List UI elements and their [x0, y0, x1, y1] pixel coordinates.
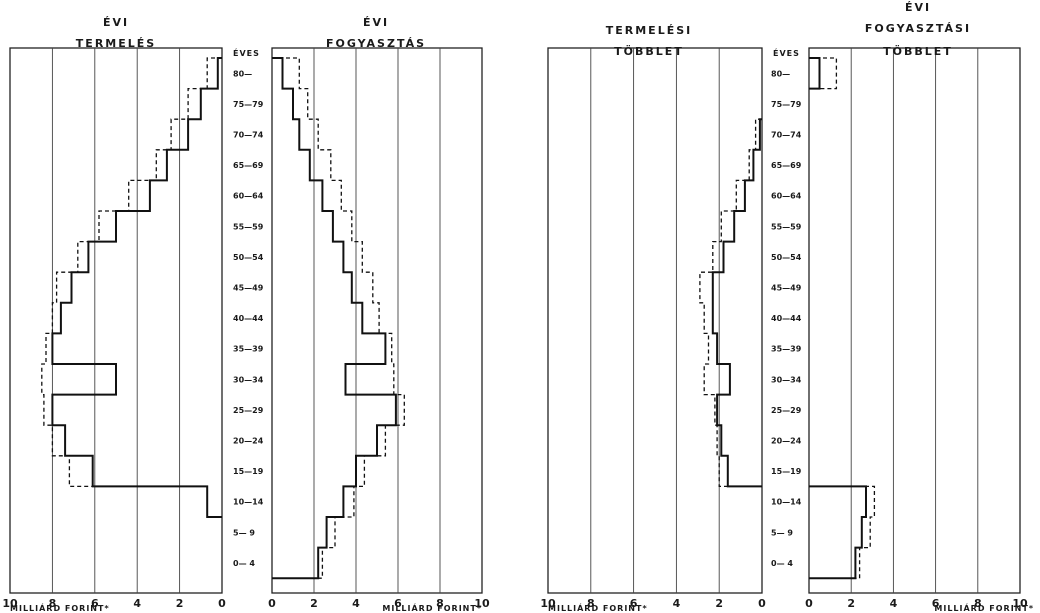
panel-title: TÖBBLET	[883, 44, 953, 58]
grid-layer	[9, 47, 1021, 594]
x-tick-label: 6	[932, 597, 940, 610]
x-tick-label: 2	[847, 597, 855, 610]
age-group-label: 5— 9	[771, 528, 793, 537]
panel-frame	[547, 47, 763, 594]
age-group-label: 45—49	[233, 284, 264, 293]
age-group-label: 0— 4	[771, 559, 793, 568]
x-tick-label: 0	[758, 597, 766, 610]
x-tick-label: 2	[715, 597, 723, 610]
panel-title: ÉVI	[363, 16, 389, 29]
panel-title: TERMELÉSI	[606, 24, 693, 37]
age-group-label: 10—14	[233, 498, 264, 507]
solid-series-line	[711, 118, 762, 488]
age-group-label: 30—34	[233, 375, 264, 384]
x-tick-label: 8	[49, 597, 57, 610]
panel-title: FOGYASZTÁSI	[865, 22, 971, 35]
x-tick-label: 10	[1012, 597, 1028, 610]
x-tick-label: 0	[218, 597, 226, 610]
age-group-label: 50—54	[233, 253, 264, 262]
age-group-label: 40—44	[771, 314, 802, 323]
x-axis-label: MILLIÁRD FORINT*	[382, 602, 482, 613]
age-group-label: 45—49	[771, 284, 802, 293]
x-tick-label: 10	[540, 597, 556, 610]
age-group-label: 10—14	[771, 498, 802, 507]
age-group-label: 20—24	[233, 437, 264, 446]
x-tick-label: 2	[176, 597, 184, 610]
age-group-label: 35—39	[771, 345, 802, 354]
age-group-label: 55—59	[771, 222, 802, 231]
age-group-label: 65—69	[771, 161, 802, 170]
age-group-label: 80—	[771, 69, 790, 78]
age-group-label: 40—44	[233, 314, 264, 323]
dashed-series-line	[41, 57, 222, 518]
x-tick-label: 4	[673, 597, 681, 610]
panel-frame	[808, 47, 1021, 594]
x-tick-label: 0	[268, 597, 276, 610]
x-tick-label: 2	[310, 597, 318, 610]
x-tick-label: 6	[91, 597, 99, 610]
panel-title: TERMELÉS	[76, 37, 156, 50]
age-group-label: 65—69	[233, 161, 264, 170]
step-series-layer	[41, 57, 876, 580]
age-group-label: 15—19	[233, 467, 264, 476]
x-axis-label: MILLIÁRD FORINT*	[934, 602, 1034, 613]
age-group-label: 25—29	[771, 406, 802, 415]
age-group-label: 0— 4	[233, 559, 255, 568]
x-tick-label: 0	[805, 597, 813, 610]
x-tick-label: 4	[133, 597, 141, 610]
x-tick-label: 6	[630, 597, 638, 610]
dashed-series-line	[699, 118, 762, 488]
age-group-label: 75—79	[233, 100, 264, 109]
x-axis-label: MILLIÁRD FORINT*	[10, 602, 110, 613]
panel-frame	[9, 47, 223, 594]
panel-frame	[271, 47, 483, 594]
age-group-label: 30—34	[771, 375, 802, 384]
age-group-label: 20—24	[771, 437, 802, 446]
age-group-label: 60—64	[233, 192, 264, 201]
x-tick-label: 4	[890, 597, 898, 610]
solid-series-line	[272, 57, 397, 580]
age-axis-header: ÉVES	[233, 47, 260, 58]
age-group-label: 70—74	[771, 131, 802, 140]
age-group-label: 70—74	[233, 131, 264, 140]
panel-title: ÉVI	[103, 16, 129, 29]
solid-series-line	[51, 57, 222, 518]
x-axis-label: MILLIÁRD FORINT*	[548, 602, 648, 613]
panel-title: ÉVI	[905, 1, 931, 14]
age-group-label: 50—54	[771, 253, 802, 262]
solid-series-line	[809, 57, 867, 580]
age-group-label: 35—39	[233, 345, 264, 354]
x-tick-label: 10	[474, 597, 490, 610]
age-group-label: 55—59	[233, 222, 264, 231]
x-tick-label: 8	[587, 597, 595, 610]
age-group-label: 60—64	[771, 192, 802, 201]
dashed-series-line	[809, 57, 876, 579]
age-group-label: 75—79	[771, 100, 802, 109]
age-group-label: 25—29	[233, 406, 264, 415]
age-group-label: 80—	[233, 69, 252, 78]
dashed-series-line	[272, 57, 405, 579]
panel-title: TÖBBLET	[614, 44, 684, 58]
age-axis-header: ÉVES	[773, 47, 800, 58]
x-tick-label: 4	[352, 597, 360, 610]
age-group-label: 5— 9	[233, 528, 255, 537]
x-tick-label: 8	[974, 597, 982, 610]
x-tick-label: 8	[436, 597, 444, 610]
x-tick-label: 10	[2, 597, 18, 610]
x-tick-label: 6	[394, 597, 402, 610]
age-group-label: 15—19	[771, 467, 802, 476]
panel-title: FOGYASZTÁS	[326, 37, 426, 50]
